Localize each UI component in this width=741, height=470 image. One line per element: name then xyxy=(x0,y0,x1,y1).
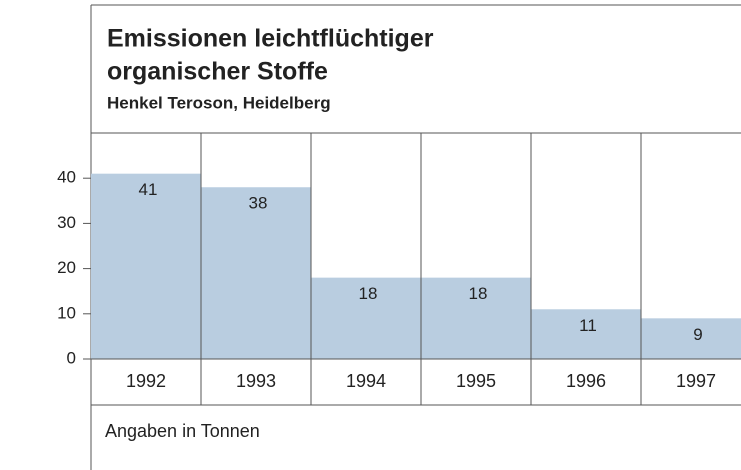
bar xyxy=(531,309,641,359)
bar xyxy=(641,318,741,359)
bar xyxy=(91,173,201,359)
y-tick-label: 10 xyxy=(57,303,76,322)
bar xyxy=(201,187,311,359)
chart-subtitle: Henkel Teroson, Heidelberg xyxy=(107,93,331,112)
x-tick-label: 1993 xyxy=(236,371,276,391)
y-tick-label: 30 xyxy=(57,213,76,232)
y-tick-label: 0 xyxy=(67,348,76,367)
value-label: 9 xyxy=(693,325,702,344)
bar xyxy=(311,277,421,359)
chart-title: organischer Stoffe xyxy=(107,58,328,86)
value-label: 41 xyxy=(139,180,158,199)
value-label: 11 xyxy=(579,316,597,335)
value-label: 18 xyxy=(469,284,488,303)
value-label: 18 xyxy=(359,284,378,303)
y-tick-label: 40 xyxy=(57,168,76,187)
y-tick-label: 20 xyxy=(57,258,76,277)
bar xyxy=(421,277,531,359)
x-tick-label: 1996 xyxy=(566,371,606,391)
x-tick-label: 1994 xyxy=(346,371,386,391)
note: Angaben in Tonnen xyxy=(105,421,260,441)
x-tick-label: 1995 xyxy=(456,371,496,391)
value-label: 38 xyxy=(249,194,268,213)
chart-title: Emissionen leichtflüchtiger xyxy=(107,25,434,53)
x-tick-label: 1992 xyxy=(126,371,166,391)
x-tick-label: 1997 xyxy=(676,371,716,391)
